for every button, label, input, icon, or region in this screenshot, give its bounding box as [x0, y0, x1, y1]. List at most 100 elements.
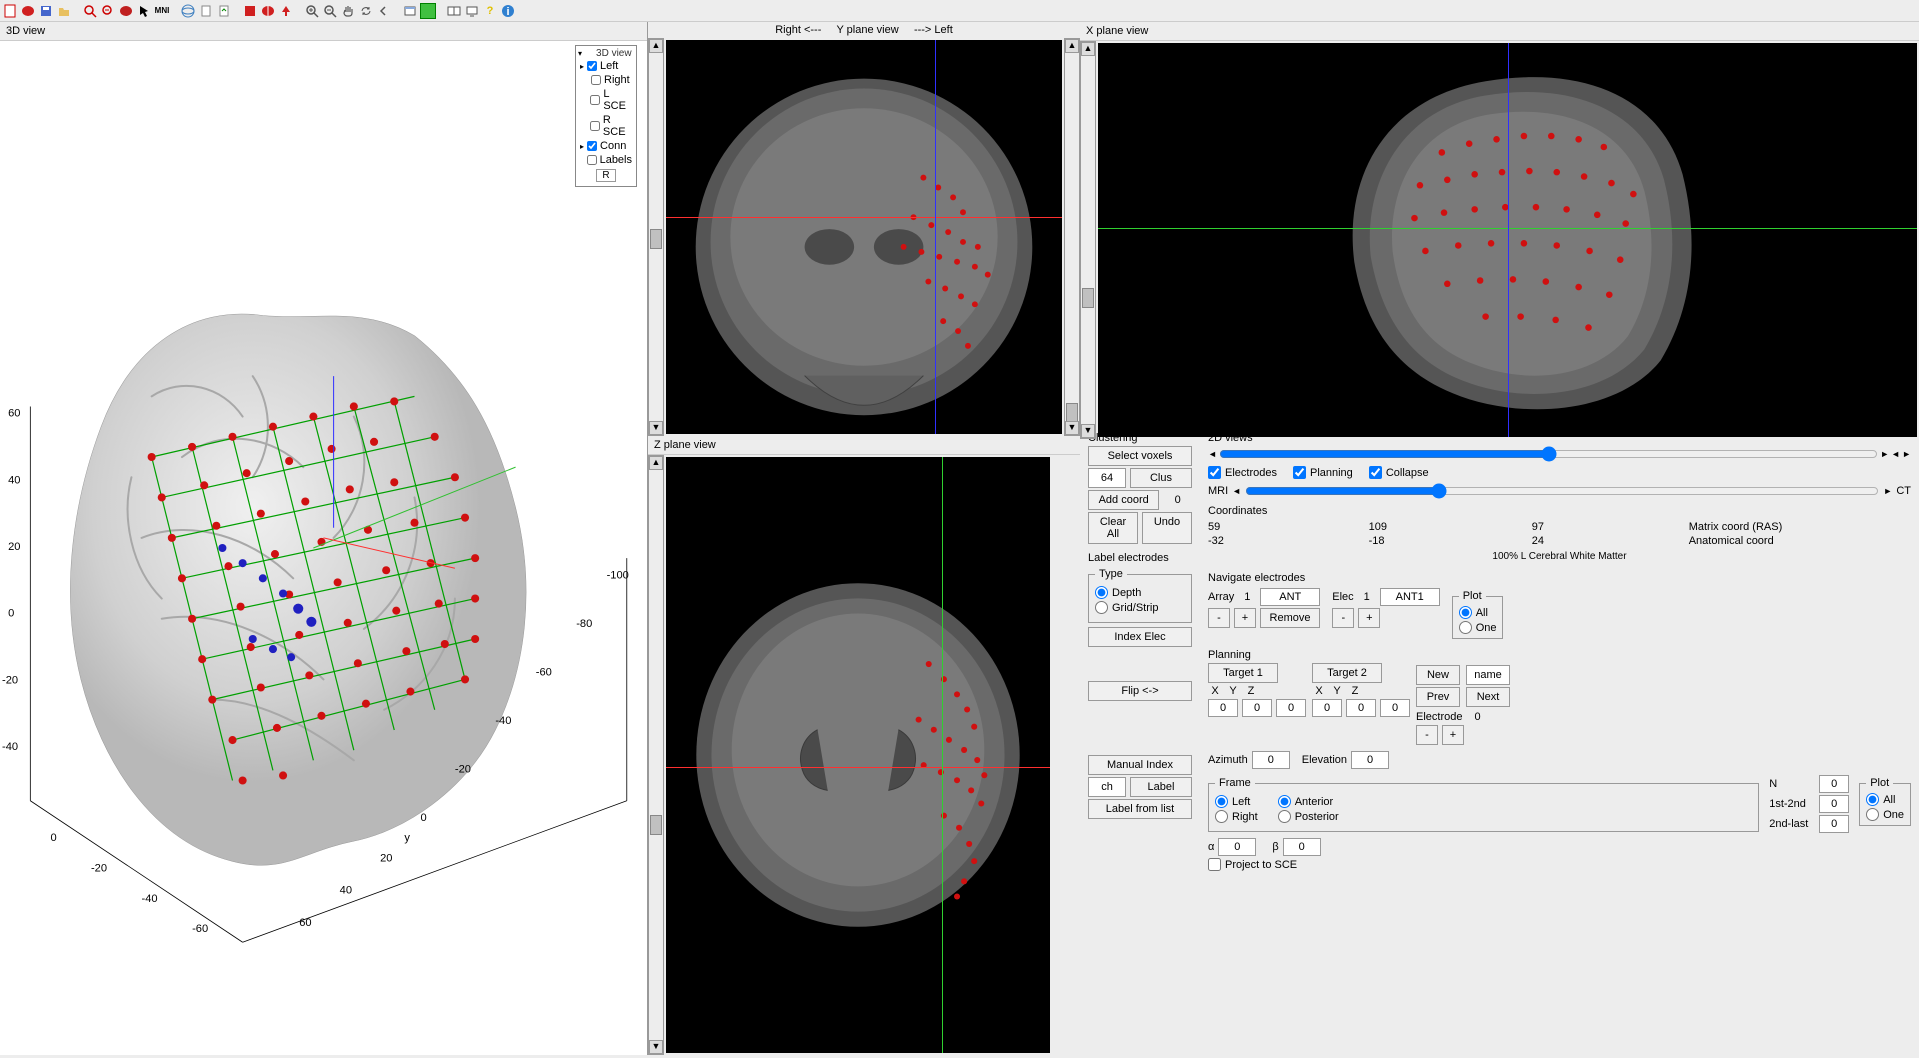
arrow-left-icon[interactable]: ◄	[1208, 449, 1217, 459]
scroll-down-icon[interactable]: ▼	[1081, 424, 1095, 438]
nav-plot-one-radio[interactable]	[1459, 621, 1472, 634]
depth-radio[interactable]	[1095, 586, 1108, 599]
legend-conn-checkbox[interactable]	[587, 141, 597, 151]
legend-lsce-checkbox[interactable]	[590, 95, 600, 105]
flip-button[interactable]: Flip <->	[1088, 681, 1192, 701]
remove-button[interactable]: Remove	[1260, 608, 1320, 628]
legend-left-checkbox[interactable]	[587, 61, 597, 71]
arrow-left-icon[interactable]: ◄	[1891, 449, 1900, 459]
up-arrow-icon[interactable]	[278, 3, 294, 19]
manual-index-button[interactable]: Manual Index	[1088, 755, 1192, 775]
new-icon[interactable]	[2, 3, 18, 19]
y-slice-scrollbar-left[interactable]: ▲ ▼	[648, 38, 664, 436]
index-elec-button[interactable]: Index Elec	[1088, 627, 1192, 647]
arrow-left-icon[interactable]: ◄	[1232, 486, 1241, 496]
help-icon[interactable]: ?	[482, 3, 498, 19]
brain-icon[interactable]	[20, 3, 36, 19]
grid-red-icon[interactable]	[242, 3, 258, 19]
arrow-right-icon[interactable]: ►	[1902, 449, 1911, 459]
export-icon[interactable]	[216, 3, 232, 19]
label-button[interactable]: Label	[1130, 777, 1192, 797]
t2-x-input[interactable]	[1312, 699, 1342, 717]
z-slice-scrollbar[interactable]: ▲ ▼	[648, 455, 664, 1055]
legend-right-checkbox[interactable]	[591, 75, 601, 85]
save-icon[interactable]	[38, 3, 54, 19]
target2-button[interactable]: Target 2	[1312, 663, 1382, 683]
planning-elec-minus-button[interactable]: -	[1416, 725, 1438, 745]
info-icon[interactable]: i	[500, 3, 516, 19]
array-minus-button[interactable]: -	[1208, 608, 1230, 628]
frame-anterior-radio[interactable]	[1278, 795, 1291, 808]
brain-slice-icon[interactable]	[260, 3, 276, 19]
t2-z-input[interactable]	[1380, 699, 1410, 717]
t2-y-input[interactable]	[1346, 699, 1376, 717]
x-plane-canvas[interactable]	[1098, 43, 1917, 437]
cluster-n-input[interactable]	[1088, 468, 1126, 488]
frame-left-radio[interactable]	[1215, 795, 1228, 808]
window-icon[interactable]	[402, 3, 418, 19]
clear-all-button[interactable]: Clear All	[1088, 512, 1138, 544]
label-from-list-button[interactable]: Label from list	[1088, 799, 1192, 819]
nav-plot-all-radio[interactable]	[1459, 606, 1472, 619]
brain2-icon[interactable]	[118, 3, 134, 19]
green-square-icon[interactable]	[420, 3, 436, 19]
2d-brightness-slider[interactable]	[1219, 446, 1878, 462]
screen-icon[interactable]	[464, 3, 480, 19]
page-icon[interactable]	[198, 3, 214, 19]
back-icon[interactable]	[376, 3, 392, 19]
planning-elec-plus-button[interactable]: +	[1442, 725, 1464, 745]
y-plane-canvas[interactable]	[666, 40, 1062, 434]
legend-r-button[interactable]: R	[596, 169, 616, 182]
scroll-up-icon[interactable]: ▲	[1081, 42, 1095, 56]
next-button[interactable]: Next	[1466, 687, 1510, 707]
array-name-input[interactable]	[1260, 588, 1320, 606]
grid-strip-radio[interactable]	[1095, 601, 1108, 614]
mni-icon[interactable]: MNI	[154, 3, 170, 19]
project-sce-checkbox[interactable]	[1208, 858, 1221, 871]
planning-plot-all-radio[interactable]	[1866, 793, 1879, 806]
globe-icon[interactable]	[180, 3, 196, 19]
planning-plot-one-radio[interactable]	[1866, 808, 1879, 821]
elec-minus-button[interactable]: -	[1332, 608, 1354, 628]
alpha-input[interactable]	[1218, 838, 1256, 856]
collapse-checkbox[interactable]	[1369, 466, 1382, 479]
scroll-down-icon[interactable]: ▼	[649, 1040, 663, 1054]
zoom-fit-icon[interactable]	[100, 3, 116, 19]
ch-input[interactable]	[1088, 777, 1126, 797]
mri-ct-slider[interactable]	[1245, 483, 1879, 499]
planning-checkbox[interactable]	[1293, 466, 1306, 479]
cursor-icon[interactable]	[136, 3, 152, 19]
zoom-in-icon[interactable]	[304, 3, 320, 19]
zoom-out-icon[interactable]	[322, 3, 338, 19]
t1-y-input[interactable]	[1242, 699, 1272, 717]
undo-button[interactable]: Undo	[1142, 512, 1192, 544]
t1-x-input[interactable]	[1208, 699, 1238, 717]
legend-labels-checkbox[interactable]	[587, 155, 597, 165]
array-plus-button[interactable]: +	[1234, 608, 1256, 628]
name-input[interactable]	[1466, 665, 1510, 685]
zoom-region-icon[interactable]	[82, 3, 98, 19]
open-icon[interactable]	[56, 3, 72, 19]
arrow-right-icon[interactable]: ►	[1880, 449, 1889, 459]
scroll-up-icon[interactable]: ▲	[649, 456, 663, 470]
frame-posterior-radio[interactable]	[1278, 810, 1291, 823]
prev-button[interactable]: Prev	[1416, 687, 1460, 707]
scroll-up-icon[interactable]: ▲	[649, 39, 663, 53]
first-second-input[interactable]	[1819, 795, 1849, 813]
azimuth-input[interactable]	[1252, 751, 1290, 769]
new-button[interactable]: New	[1416, 665, 1460, 685]
x-slice-scrollbar[interactable]: ▲ ▼	[1080, 41, 1096, 439]
t1-z-input[interactable]	[1276, 699, 1306, 717]
scroll-up-icon[interactable]: ▲	[1065, 39, 1079, 53]
arrow-right-icon[interactable]: ►	[1883, 486, 1892, 496]
elec-plus-button[interactable]: +	[1358, 608, 1380, 628]
legend-collapse-icon[interactable]: ▾	[578, 49, 582, 58]
dual-window-icon[interactable]	[446, 3, 462, 19]
add-coord-button[interactable]: Add coord	[1088, 490, 1159, 510]
3d-view-canvas[interactable]: 6040200-20-40 -100-80-60-40-200204060 0-…	[0, 41, 647, 1055]
elec-name-input[interactable]	[1380, 588, 1440, 606]
scroll-down-icon[interactable]: ▼	[649, 421, 663, 435]
elevation-input[interactable]	[1351, 751, 1389, 769]
beta-input[interactable]	[1283, 838, 1321, 856]
select-voxels-button[interactable]: Select voxels	[1088, 446, 1192, 466]
